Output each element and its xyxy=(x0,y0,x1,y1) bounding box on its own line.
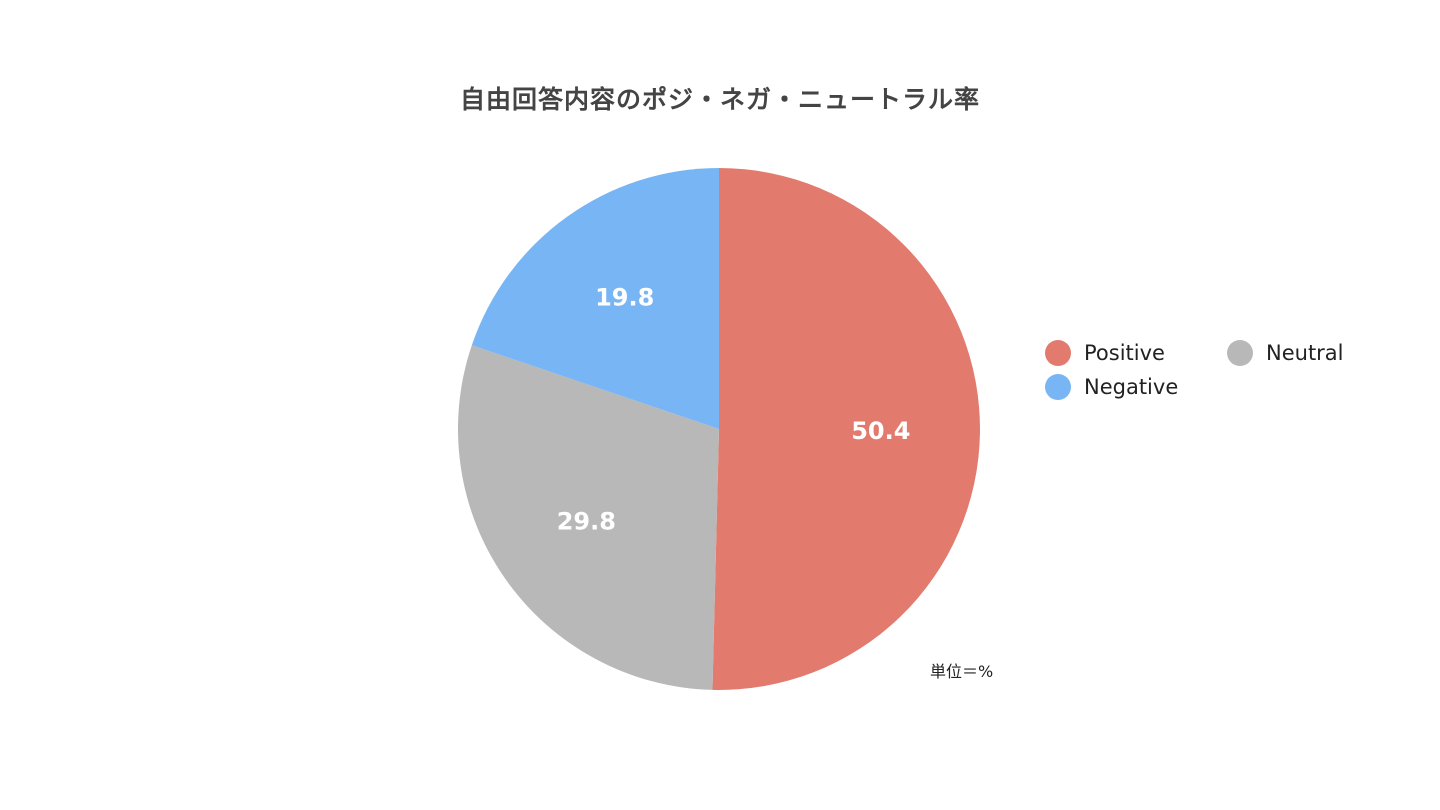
legend-label-neutral: Neutral xyxy=(1266,341,1344,365)
unit-note: 単位＝% xyxy=(930,662,994,681)
pie-slice-positive xyxy=(712,168,981,691)
pie-slice-negative xyxy=(471,167,719,429)
slice-value-label-negative: 19.8 xyxy=(595,283,654,311)
legend-label-positive: Positive xyxy=(1084,341,1165,365)
slice-value-label-positive: 50.4 xyxy=(851,417,910,445)
chart-title: 自由回答内容のポジ・ネガ・ニュートラル率 xyxy=(459,85,980,114)
legend-label-negative: Negative xyxy=(1084,375,1179,399)
legend: Positive Neutral Negative xyxy=(1045,338,1405,408)
legend-swatch-positive xyxy=(1045,340,1071,366)
legend-item-negative: Negative xyxy=(1045,374,1178,400)
legend-item-neutral: Neutral xyxy=(1227,340,1344,366)
legend-swatch-neutral xyxy=(1227,340,1253,366)
pie-slice-neutral xyxy=(458,345,719,690)
slice-value-label-neutral: 29.8 xyxy=(557,508,616,536)
legend-item-positive: Positive xyxy=(1045,340,1165,366)
legend-swatch-negative xyxy=(1045,374,1071,400)
